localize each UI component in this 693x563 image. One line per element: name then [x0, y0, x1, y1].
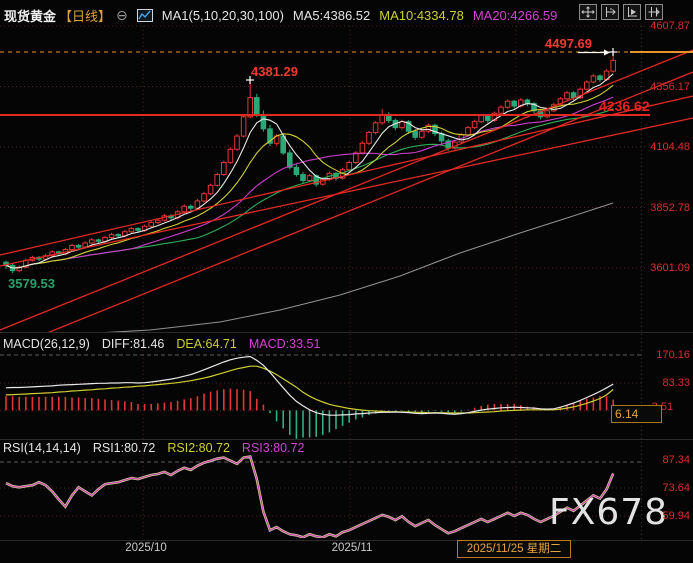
ma-settings-label[interactable]: MA1(5,10,20,30,100)	[161, 8, 284, 23]
rsi2-value: RSI2:80.72	[167, 441, 230, 455]
price-axis-label: 4356.17	[650, 80, 690, 93]
grid-lines	[0, 25, 693, 541]
macd-diff-value: DIFF:81.46	[101, 337, 165, 351]
highlighted-date-label: 2025/11/25 星期二	[457, 540, 571, 558]
macd-macd-value: MACD:33.51	[248, 337, 321, 351]
rsi1-value: RSI1:80.72	[92, 441, 156, 455]
macd-axis-label: 170.16	[656, 349, 690, 361]
high-price-label: 4497.69	[545, 36, 592, 51]
watermark: FX678	[549, 492, 669, 533]
ma100-line	[105, 202, 614, 332]
rsi-indicator-name[interactable]: RSI(14,14,14)	[3, 441, 81, 455]
peak-price-label: 4381.29	[251, 64, 298, 79]
period-label: 【日线】	[59, 9, 112, 24]
hline-price-label: 4236.62	[599, 98, 650, 114]
axis-scale-run-icon[interactable]	[623, 4, 641, 20]
low-price-label: 3579.53	[8, 276, 55, 291]
ma20-value: MA20:4266.59	[472, 8, 558, 23]
macd-current-value-badge: 6.14	[611, 405, 662, 423]
macd-lines	[5, 355, 614, 416]
macd-indicator-name[interactable]: MACD(26,12,9)	[3, 337, 90, 351]
axis-shift-icon[interactable]	[645, 4, 663, 20]
macd-label-row: MACD(26,12,9) DIFF:81.46 DEA:64.71 MACD:…	[3, 337, 320, 351]
macd-dea-value: DEA:64.71	[176, 337, 237, 351]
rsi-label-row: RSI(14,14,14) RSI1:80.72 RSI2:80.72 RSI3…	[3, 441, 304, 455]
rsi-lines	[5, 455, 615, 538]
trend-lines	[0, 49, 693, 332]
ma10-value: MA10:4334.78	[379, 8, 464, 23]
collapse-icon[interactable]: ⊖	[116, 7, 128, 23]
time-axis-label: 2025/10	[125, 542, 167, 554]
price-axis-label: 3852.78	[650, 201, 690, 214]
macd-histogram	[5, 388, 615, 439]
axis-expand-icon[interactable]	[601, 4, 619, 20]
toolbar	[579, 4, 663, 20]
price-axis-label: 4104.48	[650, 141, 690, 153]
rsi3-value: RSI3:80.72	[241, 441, 305, 455]
rsi-axis-label: 87.34	[662, 454, 690, 466]
rsi-axis-label: 59.94	[662, 510, 690, 522]
time-axis-label: 2025/11	[331, 542, 373, 554]
ma5-value: MA5:4386.52	[292, 8, 371, 23]
ma-lines	[5, 73, 614, 269]
symbol-title: 现货黄金	[4, 9, 57, 24]
candlestick-series	[3, 52, 617, 274]
indicator-chart-icon[interactable]	[136, 9, 153, 22]
rsi-axis-label: 73.64	[662, 482, 690, 494]
price-axis-label: 3601.09	[650, 262, 690, 274]
pan-icon[interactable]	[579, 4, 597, 20]
price-axis-label: 4607.87	[650, 20, 690, 32]
macd-axis-label: 83.33	[662, 377, 690, 389]
header: 现货黄金 【日线】 ⊖ MA1(5,10,20,30,100) MA5:4386…	[4, 6, 557, 25]
crosshair-markers	[246, 48, 617, 84]
